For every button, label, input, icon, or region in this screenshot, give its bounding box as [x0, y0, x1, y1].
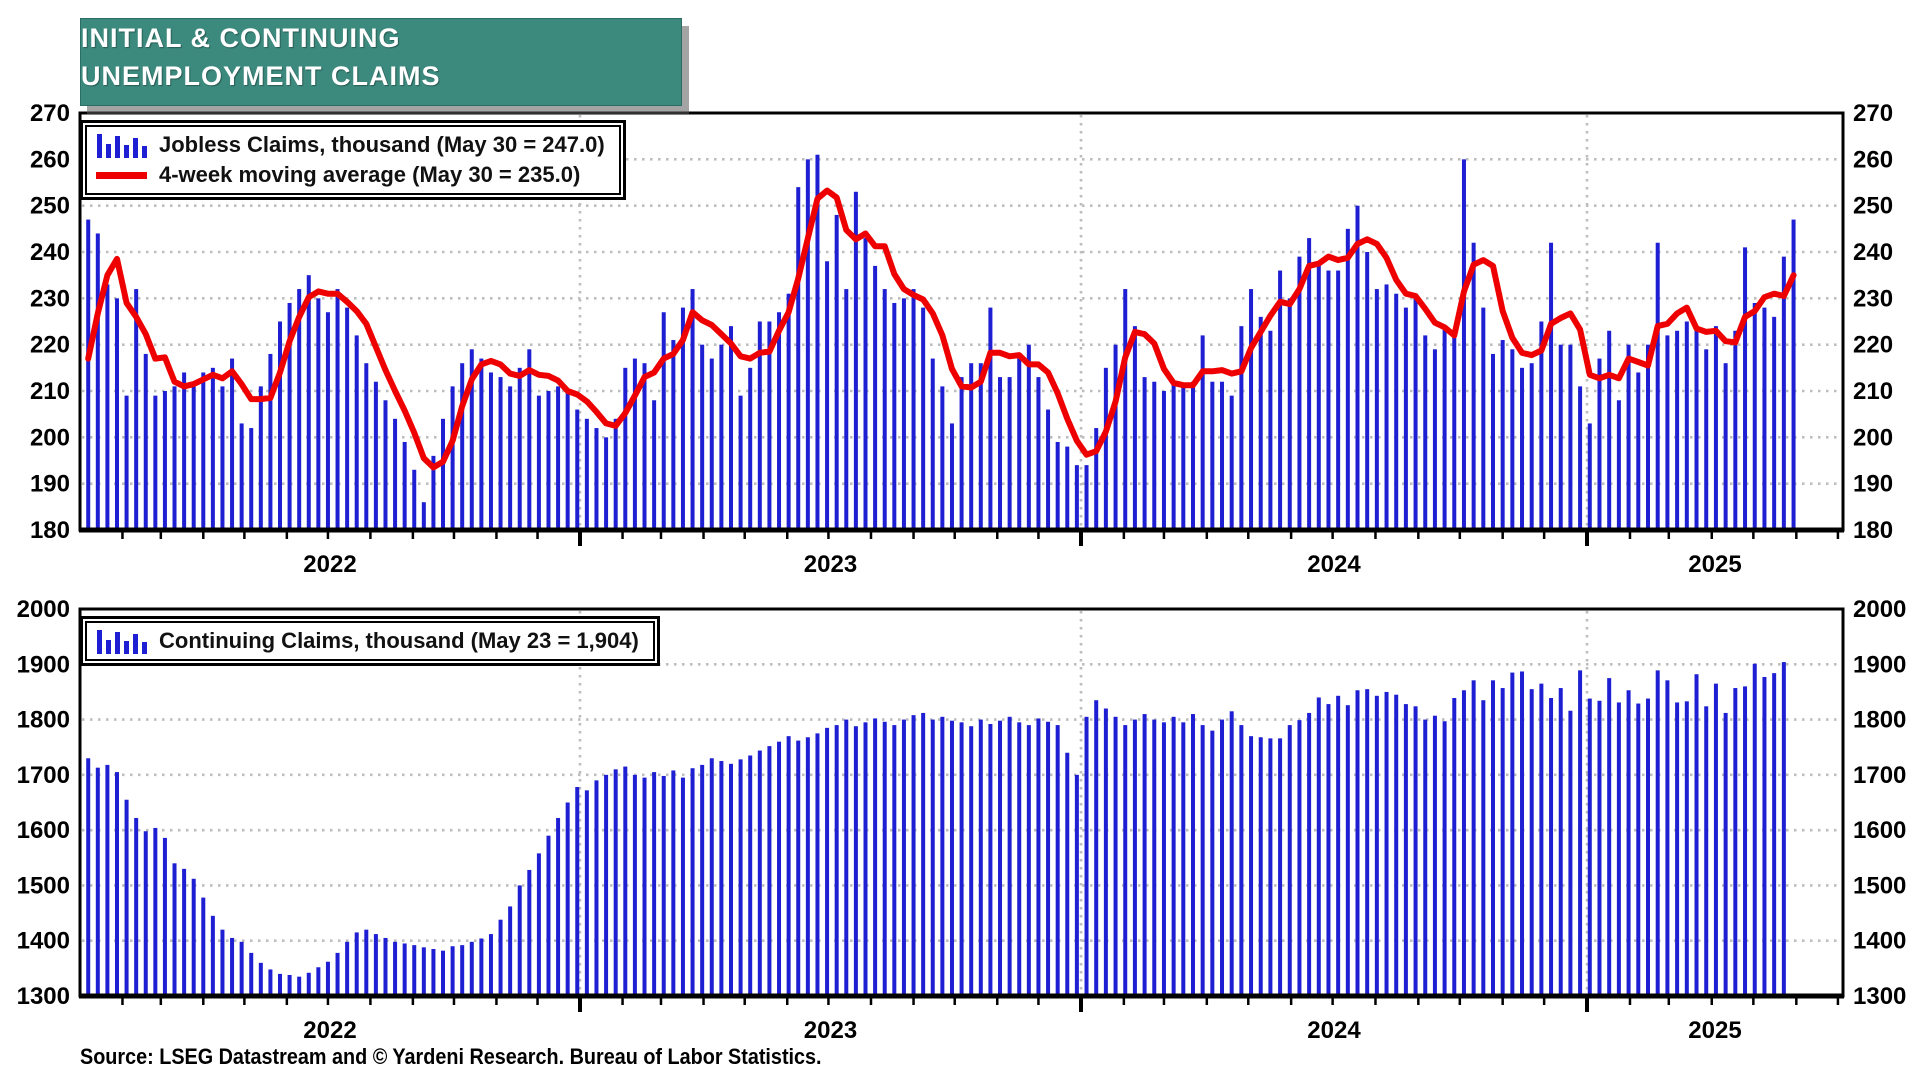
svg-text:190: 190: [1853, 471, 1893, 498]
chart-title-box: INITIAL & CONTINUING UNEMPLOYMENT CLAIMS: [80, 18, 682, 106]
continuing-claims-x-axis-year-labels: 2022 2023 2024 2025: [303, 1017, 1741, 1044]
initial-claims-x-axis-year-labels: 2022 2023 2024 2025: [303, 551, 1741, 578]
svg-text:180: 180: [30, 517, 70, 544]
svg-text:1500: 1500: [1853, 872, 1906, 899]
continuing-claims-gridlines: [82, 611, 1841, 994]
svg-text:2024: 2024: [1307, 1017, 1361, 1044]
moving-average-legend-label: 4-week moving average (May 30 = 235.0): [159, 162, 581, 187]
svg-text:2022: 2022: [303, 551, 356, 578]
svg-text:190: 190: [30, 471, 70, 498]
svg-text:2025: 2025: [1688, 1017, 1741, 1044]
svg-text:250: 250: [1853, 193, 1893, 220]
initial-claims-bars: [86, 154, 1796, 531]
svg-text:1800: 1800: [1853, 707, 1906, 734]
initial-claims-moving-average-line: [85, 187, 1797, 471]
svg-text:1600: 1600: [17, 817, 70, 844]
continuing-claims-legend: Continuing Claims, thousand (May 23 = 1,…: [80, 616, 660, 666]
legend-row-moving-average: 4-week moving average (May 30 = 235.0): [95, 160, 605, 190]
svg-text:1300: 1300: [17, 983, 70, 1010]
blue-bars-swatch-icon: [97, 630, 147, 654]
svg-text:1600: 1600: [1853, 817, 1906, 844]
svg-text:270: 270: [1853, 100, 1893, 127]
svg-text:230: 230: [30, 285, 70, 312]
initial-claims-legend-frame: Jobless Claims, thousand (May 30 = 247.0…: [85, 125, 621, 195]
initial-claims-y-axis-labels: 270 270 260 260 250 250 240 240 230 230 220 220 210 2…: [30, 100, 1893, 544]
initial-claims-panel: 270 270 260 260 250 250 240 240 230 230 220 220 210 2…: [30, 100, 1893, 578]
initial-claims-legend: Jobless Claims, thousand (May 30 = 247.0…: [80, 120, 626, 200]
source-attribution: Source: LSEG Datastream and © Yardeni Re…: [80, 1044, 822, 1069]
svg-text:270: 270: [30, 100, 70, 127]
continuing-claims-legend-frame: Continuing Claims, thousand (May 23 = 1,…: [85, 621, 655, 661]
svg-text:1800: 1800: [17, 707, 70, 734]
svg-text:1700: 1700: [1853, 762, 1906, 789]
svg-text:2022: 2022: [303, 1017, 356, 1044]
continuing-claims-legend-label: Continuing Claims, thousand (May 23 = 1,…: [159, 628, 639, 653]
legend-row-continuing-claims: Continuing Claims, thousand (May 23 = 1,…: [95, 626, 639, 656]
svg-text:1300: 1300: [1853, 983, 1906, 1010]
blue-bars-swatch-icon: [97, 134, 147, 158]
svg-text:240: 240: [1853, 239, 1893, 266]
svg-text:260: 260: [30, 146, 70, 173]
svg-text:200: 200: [30, 424, 70, 451]
svg-text:1400: 1400: [1853, 928, 1906, 955]
svg-text:2023: 2023: [804, 551, 857, 578]
svg-text:220: 220: [1853, 332, 1893, 359]
svg-text:2024: 2024: [1307, 551, 1361, 578]
svg-text:1400: 1400: [17, 928, 70, 955]
continuing-claims-x-axis-ticks: [121, 996, 1840, 1012]
chart-title-line2: UNEMPLOYMENT CLAIMS: [81, 61, 441, 91]
svg-text:230: 230: [1853, 285, 1893, 312]
svg-text:200: 200: [1853, 424, 1893, 451]
svg-text:1700: 1700: [17, 762, 70, 789]
svg-text:260: 260: [1853, 146, 1893, 173]
svg-text:210: 210: [30, 378, 70, 405]
svg-text:250: 250: [30, 193, 70, 220]
continuing-claims-y-axis-labels: 2000 2000 1900 1900 1800 1800 1700 1700 1600 1600…: [17, 596, 1907, 1010]
chart-title-line1: INITIAL & CONTINUING: [81, 23, 401, 53]
svg-text:210: 210: [1853, 378, 1893, 405]
continuing-claims-panel: 2000 2000 1900 1900 1800 1800 1700 1700 1600 1600…: [17, 596, 1907, 1044]
svg-text:2000: 2000: [17, 596, 70, 623]
initial-claims-gridlines: [82, 115, 1841, 528]
svg-text:2025: 2025: [1688, 551, 1741, 578]
svg-text:1900: 1900: [17, 651, 70, 678]
continuing-claims-bars: [86, 662, 1786, 996]
svg-text:1500: 1500: [17, 872, 70, 899]
svg-text:2023: 2023: [804, 1017, 857, 1044]
svg-text:240: 240: [30, 239, 70, 266]
svg-text:220: 220: [30, 332, 70, 359]
svg-text:180: 180: [1853, 517, 1893, 544]
red-line-swatch-icon: [96, 172, 147, 179]
legend-row-jobless-claims: Jobless Claims, thousand (May 30 = 247.0…: [95, 130, 605, 160]
svg-text:2000: 2000: [1853, 596, 1906, 623]
jobless-claims-legend-label: Jobless Claims, thousand (May 30 = 247.0…: [159, 132, 605, 157]
initial-claims-x-axis-ticks: [121, 530, 1840, 546]
svg-text:1900: 1900: [1853, 651, 1906, 678]
